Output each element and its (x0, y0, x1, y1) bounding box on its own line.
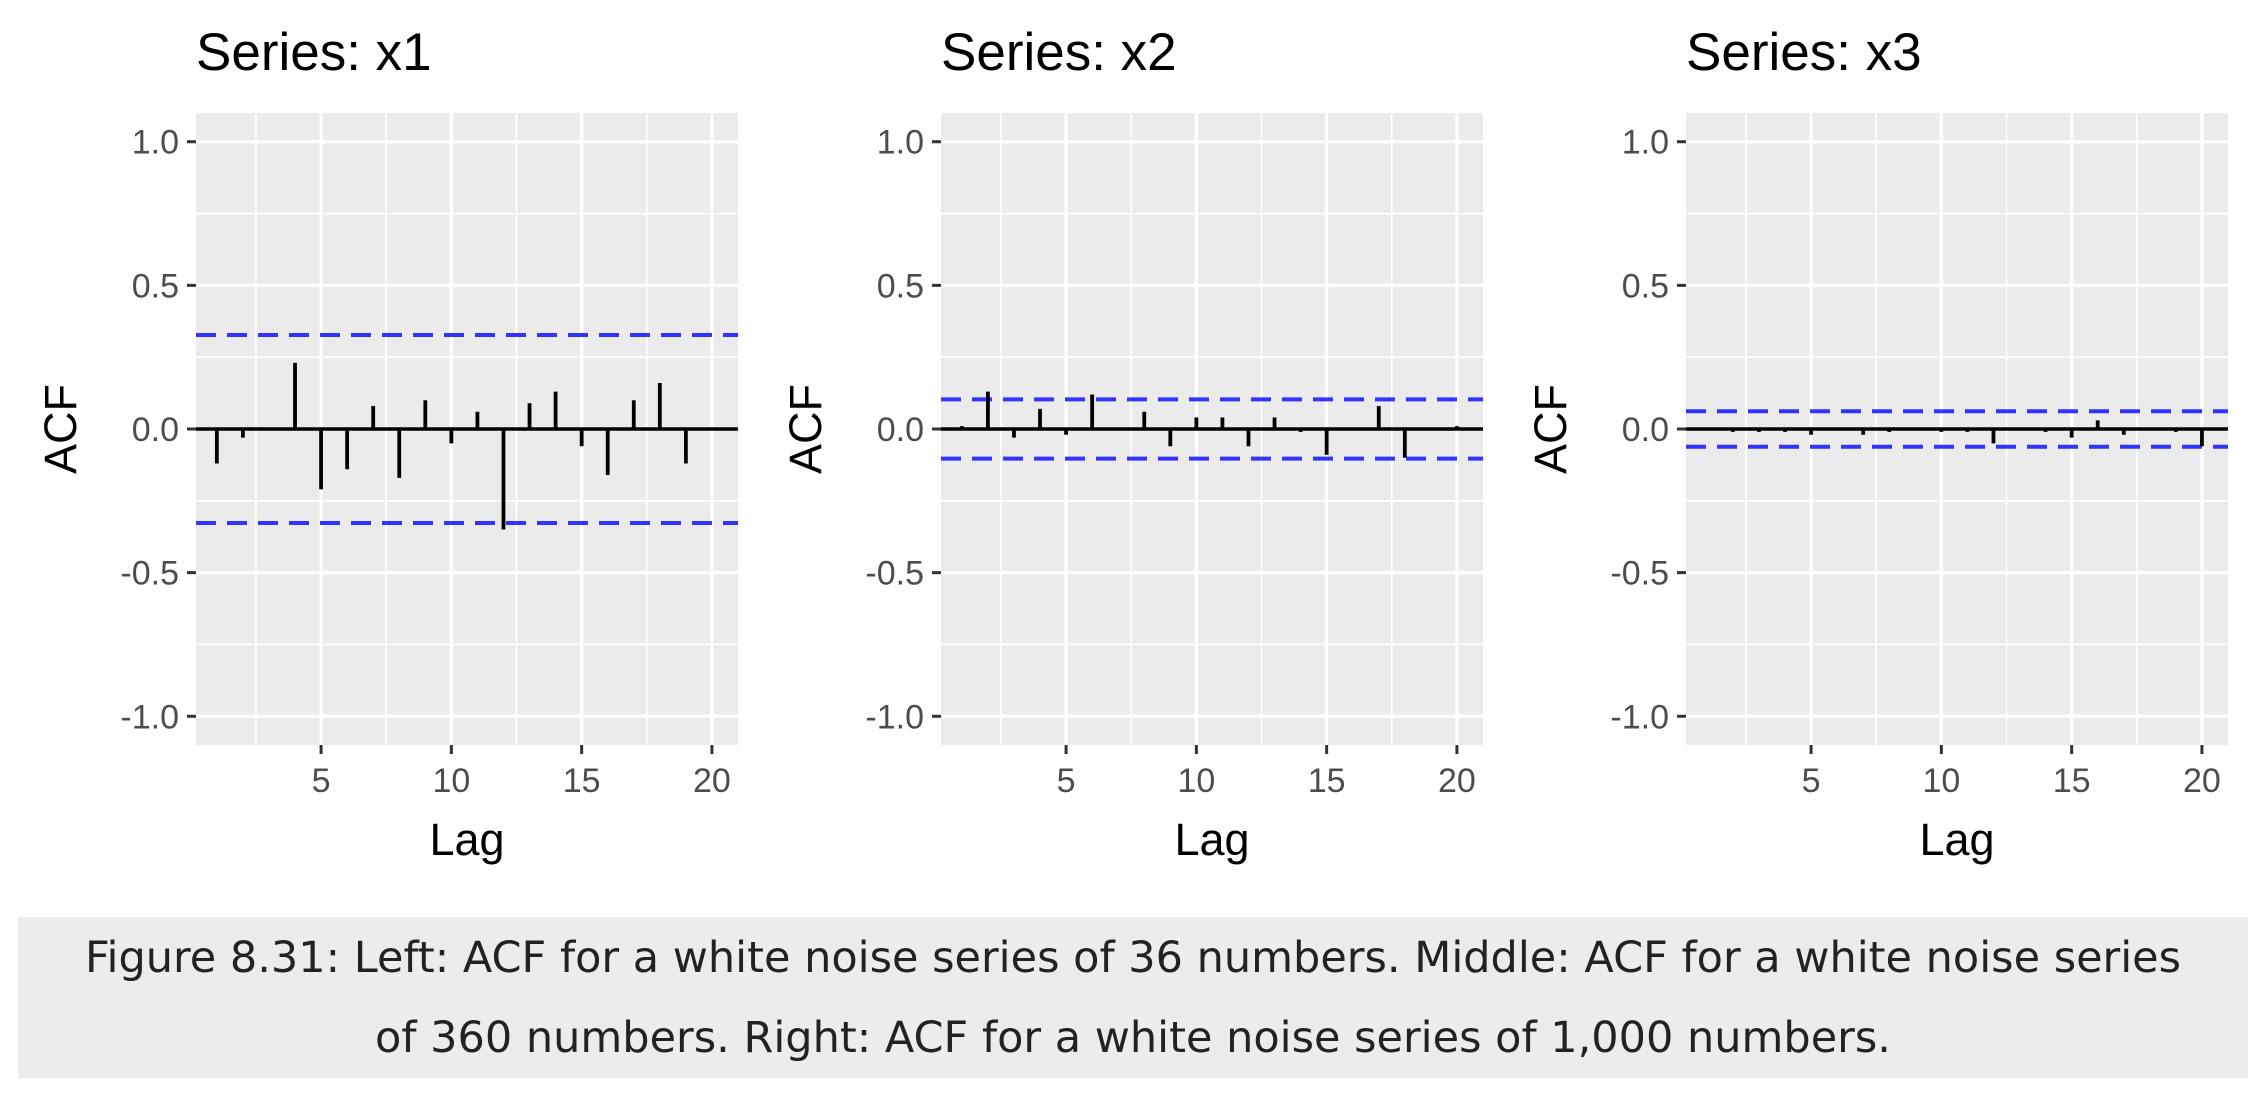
x-tick-label: 5 (312, 762, 331, 800)
chart-title: Series: x2 (941, 23, 1177, 82)
y-axis-label: ACF (780, 384, 831, 474)
x-tick-label: 20 (2183, 762, 2221, 800)
y-tick-label: 0.5 (132, 267, 179, 305)
y-tick-label: -0.5 (120, 555, 179, 593)
acf-panel-3: 1.0 0.5 0.0 -0.5 -1.0 5 10 15 20 Series: x3 Lag ACF (1525, 23, 2228, 865)
chart-title: Series: x1 (196, 23, 432, 82)
y-tick-label: -0.5 (1610, 555, 1669, 593)
x-tick-label: 15 (563, 762, 601, 800)
x-axis-label: Lag (1919, 814, 1994, 865)
y-axis-label: ACF (35, 384, 86, 474)
x-tick-label: 15 (1308, 762, 1346, 800)
chart-title: Series: x3 (1686, 23, 1922, 82)
y-tick-label: 1.0 (132, 124, 179, 162)
y-tick-label: -1.0 (120, 698, 179, 736)
y-tick-label: -1.0 (865, 698, 924, 736)
y-tick-label: 0.0 (1622, 411, 1669, 449)
y-tick-label: 0.0 (132, 411, 179, 449)
y-tick-label: 0.0 (877, 411, 924, 449)
y-tick-label: 1.0 (1622, 124, 1669, 162)
y-tick-label: 0.5 (1622, 267, 1669, 305)
x-axis-label: Lag (429, 814, 504, 865)
x-tick-label: 10 (1177, 762, 1215, 800)
x-tick-label: 10 (432, 762, 470, 800)
y-tick-label: 1.0 (877, 124, 924, 162)
x-tick-label: 5 (1802, 762, 1821, 800)
acf-panel-2: 1.0 0.5 0.0 -0.5 -1.0 5 10 15 20 Series: x2 Lag ACF (780, 23, 1483, 865)
x-tick-label: 20 (693, 762, 731, 800)
figure-caption: Figure 8.31: Left: ACF for a white noise… (18, 917, 2248, 1078)
x-tick-label: 10 (1922, 762, 1960, 800)
x-tick-label: 20 (1438, 762, 1476, 800)
y-tick-label: -1.0 (1610, 698, 1669, 736)
x-tick-label: 5 (1057, 762, 1076, 800)
x-axis-label: Lag (1174, 814, 1249, 865)
y-tick-label: 0.5 (877, 267, 924, 305)
y-axis-label: ACF (1525, 384, 1576, 474)
acf-figure: 1.0 0.5 0.0 -0.5 -1.0 5 10 15 20 Series: x1 Lag ACF… (35, 23, 2228, 865)
x-tick-label: 15 (2053, 762, 2091, 800)
y-tick-label: -0.5 (865, 555, 924, 593)
acf-panel-1: 1.0 0.5 0.0 -0.5 -1.0 5 10 15 20 Series: x1 Lag ACF (35, 23, 738, 865)
